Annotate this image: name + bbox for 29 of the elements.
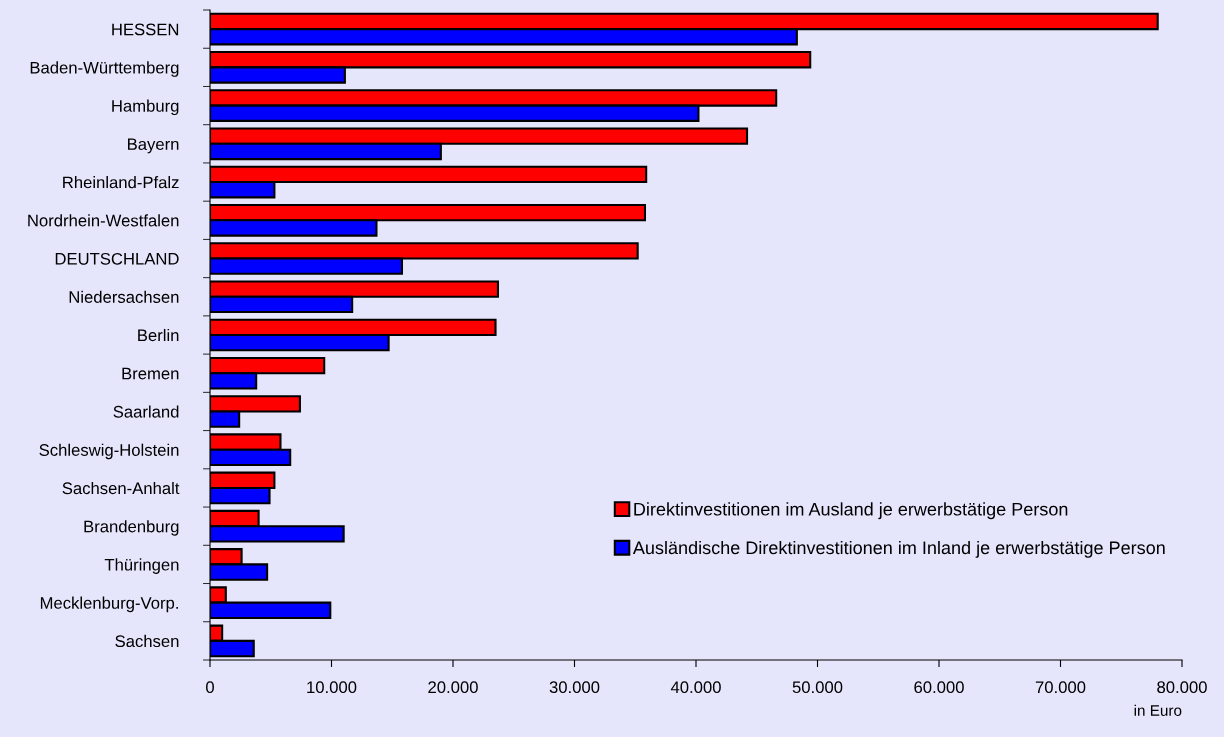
x-tick-label: 10.000 [307,681,357,694]
y-tick-label: Bayern [128,138,179,154]
y-tick-label: Thüringen [104,558,179,574]
legend-label: Ausländische Direktinvestitionen im Inland je erwerbstätige Person [632,540,1165,558]
y-tick-label: Berlin [138,328,179,342]
y-tick-label: Brandenburg [84,520,179,536]
y-tick-label: Saarland [113,405,179,418]
x-axis-title: in Euro [1134,704,1182,716]
y-tick-label: Mecklenburg-Vorp. [40,596,178,613]
y-tick-label: Niedersachsen [69,290,179,303]
x-tick-label: 70.000 [1035,681,1086,694]
y-tick-label: Sachsen [115,634,179,648]
x-tick-label: 0 [206,681,214,694]
y-tick-label: Nordrhein-Westfalen [28,214,179,227]
y-tick-label: DEUTSCHLAND [55,252,179,265]
x-tick-label: 40.000 [670,681,721,694]
y-tick-label: Hamburg [112,99,179,116]
x-tick-label: 50.000 [792,681,843,694]
x-tick-label: 20.000 [428,681,478,694]
x-tick-label: 80.000 [1157,681,1207,694]
x-tick-label: 30.000 [549,681,600,694]
legend-label: Direktinvestitionen im Ausland je erwerbstätige Person [634,502,1068,520]
y-tick-label: HESSEN [112,23,179,36]
y-tick-label: Rheinland-Pfalz [63,176,179,189]
y-tick-label: Baden-Württemberg [30,61,179,77]
y-tick-label: Sachsen-Anhalt [62,481,180,495]
y-tick-label: Schleswig-Holstein [39,443,179,460]
x-tick-label: 60.000 [914,681,964,694]
y-tick-label: Bremen [122,367,179,380]
